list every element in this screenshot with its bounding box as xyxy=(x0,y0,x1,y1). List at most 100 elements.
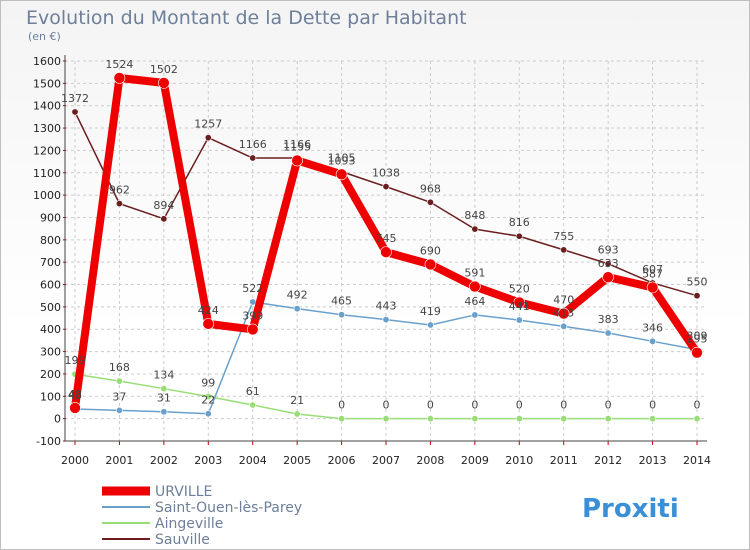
chart-subtitle: (en €) xyxy=(28,30,61,43)
y-tick-label: 700 xyxy=(40,256,61,269)
x-tick-label: 2012 xyxy=(594,454,622,467)
data-label: 1155 xyxy=(283,140,311,153)
y-tick-label: 1300 xyxy=(33,122,61,135)
x-tick-label: 2004 xyxy=(239,454,267,467)
data-point xyxy=(382,183,390,191)
data-label: 43 xyxy=(68,389,82,402)
data-label: 424 xyxy=(198,304,219,317)
data-point xyxy=(249,154,257,162)
data-point xyxy=(604,260,612,268)
data-label: 816 xyxy=(509,216,530,229)
y-tick-label: 200 xyxy=(40,368,61,381)
data-label: 21 xyxy=(290,394,304,407)
data-label: 0 xyxy=(427,399,434,412)
data-label: 1502 xyxy=(150,63,178,76)
data-point xyxy=(115,377,123,385)
data-label: 745 xyxy=(376,232,397,245)
x-tick-label: 2006 xyxy=(328,454,356,467)
data-point xyxy=(649,415,657,423)
data-label: 61 xyxy=(246,385,260,398)
data-label: 968 xyxy=(420,182,441,195)
data-point xyxy=(249,298,257,306)
data-point xyxy=(113,72,126,84)
axes: -100010020030040050060070080090010001100… xyxy=(33,55,711,467)
data-label: 1257 xyxy=(194,118,222,131)
x-tick-label: 2002 xyxy=(150,454,178,467)
data-label: 492 xyxy=(287,289,308,302)
data-point xyxy=(560,415,568,423)
data-point xyxy=(204,393,212,401)
data-label: 399 xyxy=(242,309,263,322)
legend: URVILLESaint-Ouen-lès-PareyAingevilleSau… xyxy=(102,484,302,548)
data-label: 470 xyxy=(553,294,574,307)
data-label: 962 xyxy=(109,184,130,197)
data-label: 464 xyxy=(464,295,485,308)
data-point xyxy=(604,415,612,423)
data-label: 755 xyxy=(553,230,574,243)
data-label: 0 xyxy=(649,399,656,412)
data-point xyxy=(293,305,301,313)
data-label: 1038 xyxy=(372,167,400,180)
data-label: 99 xyxy=(201,377,215,390)
data-point xyxy=(338,415,346,423)
data-label: 199 xyxy=(65,354,86,367)
data-label: 1166 xyxy=(239,138,267,151)
data-point xyxy=(338,311,346,319)
data-label: 346 xyxy=(642,321,663,334)
legend-entry: Saint-Ouen-lès-Parey xyxy=(155,500,302,516)
data-point xyxy=(469,280,481,293)
data-point xyxy=(204,134,212,142)
data-label: 0 xyxy=(471,399,478,412)
data-label: 441 xyxy=(509,300,530,313)
data-label: 419 xyxy=(420,305,441,318)
data-point xyxy=(291,154,303,167)
data-point xyxy=(382,415,390,423)
data-label: 465 xyxy=(331,295,352,308)
legend-entry: Sauville xyxy=(155,532,210,548)
data-point xyxy=(557,307,570,320)
logo-text: Proxiti xyxy=(582,494,679,524)
x-tick-label: 2000 xyxy=(61,454,89,467)
data-point xyxy=(560,322,568,330)
data-point xyxy=(249,401,257,409)
data-point xyxy=(204,410,212,418)
data-point xyxy=(513,296,526,309)
data-label: 31 xyxy=(157,392,171,405)
data-label: 894 xyxy=(153,199,174,212)
data-label: 591 xyxy=(464,267,485,280)
y-tick-label: 800 xyxy=(40,234,61,247)
legend-entry: Aingeville xyxy=(155,516,223,532)
data-point xyxy=(335,168,348,181)
y-tick-label: 500 xyxy=(40,301,61,314)
data-point xyxy=(426,321,434,329)
data-point xyxy=(693,415,701,423)
legend-entry: URVILLE xyxy=(155,484,212,500)
data-label: 607 xyxy=(642,263,663,276)
y-tick-label: 400 xyxy=(40,323,61,336)
data-label: 1524 xyxy=(105,58,133,71)
x-tick-label: 2014 xyxy=(683,454,711,467)
x-tick-label: 2008 xyxy=(416,454,444,467)
y-tick-label: 900 xyxy=(40,211,61,224)
data-label: 0 xyxy=(383,399,390,412)
data-point xyxy=(160,408,168,416)
data-label: 0 xyxy=(694,399,701,412)
data-point xyxy=(160,385,168,393)
y-tick-label: 1000 xyxy=(33,189,61,202)
data-point xyxy=(160,215,168,223)
y-tick-label: 0 xyxy=(54,413,61,426)
data-label: 0 xyxy=(605,399,612,412)
data-point xyxy=(115,200,123,208)
data-label: 1093 xyxy=(328,154,356,167)
data-point xyxy=(424,258,437,271)
data-label: 134 xyxy=(153,369,174,382)
data-label: 1372 xyxy=(61,92,89,105)
x-tick-label: 2005 xyxy=(283,454,311,467)
data-point xyxy=(115,406,123,414)
data-label: 848 xyxy=(464,209,485,222)
proxiti-logo: Proxiti xyxy=(582,494,679,524)
x-tick-label: 2001 xyxy=(105,454,133,467)
data-label: 550 xyxy=(687,276,708,289)
data-point xyxy=(382,316,390,324)
